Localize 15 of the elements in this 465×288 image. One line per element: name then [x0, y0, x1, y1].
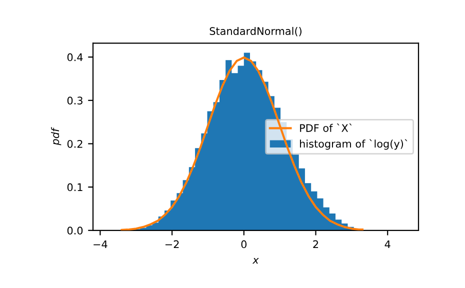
chart-title: StandardNormal() — [210, 26, 302, 36]
x-tick-label: −4 — [94, 240, 108, 248]
y-axis-title: pdf — [51, 127, 62, 146]
y-tick-label: 0.3 — [67, 96, 82, 105]
x-axis-title: x — [252, 258, 259, 264]
x-tick-label: 4 — [384, 240, 390, 248]
y-tick-label: 0.0 — [67, 226, 83, 235]
series-label: histogram of `log(y)` — [300, 139, 408, 150]
legend-label: PDF of `X` — [300, 123, 352, 132]
y-tick-label: 0.2 — [67, 140, 82, 148]
y-tick-label: 0.4 — [67, 53, 83, 62]
x-tick-label: 0 — [241, 240, 247, 248]
x-tick-label: 2 — [313, 240, 318, 248]
x-tick-label: −2 — [165, 240, 179, 248]
y-tick-label: 0.1 — [67, 183, 82, 192]
